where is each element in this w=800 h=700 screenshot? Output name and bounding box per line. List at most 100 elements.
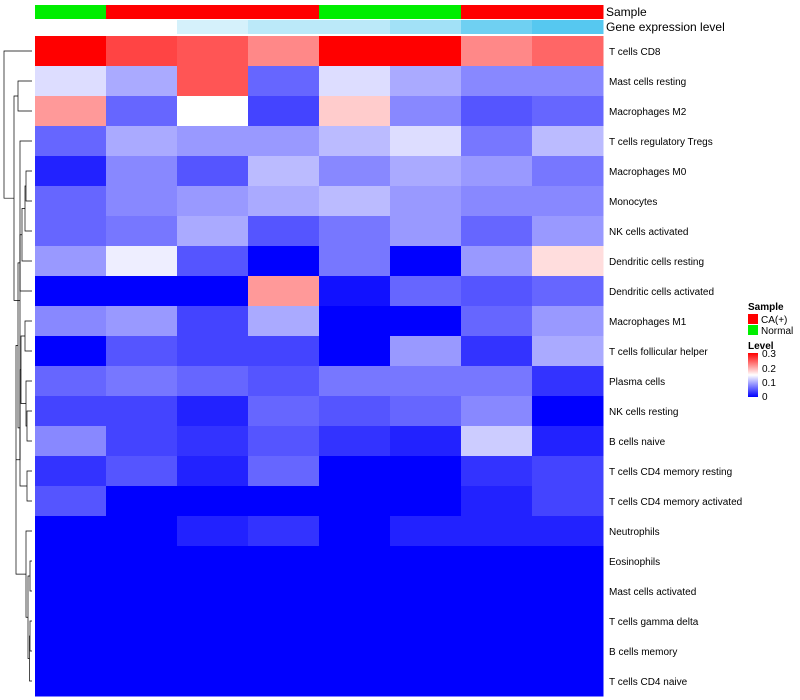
- dendrogram-link-0: [29, 560, 32, 592]
- heatmap-cell-r5-c6: [461, 186, 533, 217]
- heatmap-cell-r21-c7: [532, 666, 604, 697]
- heatmap-cell-r18-c2: [177, 576, 249, 607]
- heatmap-cell-r12-c3: [248, 396, 320, 427]
- dendrogram-link-4: [25, 530, 32, 618]
- heatmap-cell-r13-c1: [106, 426, 178, 457]
- heatmap-cell-r17-c6: [461, 546, 533, 577]
- heatmap-cell-r13-c5: [390, 426, 462, 457]
- gene-level-cell-7: [532, 20, 604, 34]
- row-label-16: Neutrophils: [609, 527, 660, 538]
- heatmap-cell-r3-c5: [390, 126, 462, 157]
- row-label-10: T cells follicular helper: [609, 347, 708, 358]
- heatmap-cell-r6-c0: [35, 216, 107, 247]
- heatmap-cell-r11-c6: [461, 366, 533, 397]
- sample-cell-4: [319, 5, 391, 19]
- legend-swatch-normal: [748, 325, 758, 335]
- heatmap-cell-r5-c7: [532, 186, 604, 217]
- heatmap-cell-r2-c4: [319, 96, 391, 127]
- heatmap-cell-r10-c4: [319, 336, 391, 367]
- heatmap-cell-r0-c6: [461, 36, 533, 67]
- heatmap-cell-r10-c2: [177, 336, 249, 367]
- row-label-5: Monocytes: [609, 197, 657, 208]
- heatmap-cell-r2-c2: [177, 96, 249, 127]
- dendrogram-link-5: [26, 470, 32, 502]
- row-labels: T cells CD8 Mast cells resting Macrophages…: [609, 47, 742, 688]
- gene-level-cell-4: [319, 20, 391, 34]
- heatmap-cell-r10-c7: [532, 336, 604, 367]
- heatmap-cell-r18-c3: [248, 576, 320, 607]
- heatmap-cell-r12-c6: [461, 396, 533, 427]
- heatmap-cell-r17-c1: [106, 546, 178, 577]
- heatmap-cell-r12-c4: [319, 396, 391, 427]
- heatmap-cell-r1-c1: [106, 66, 178, 97]
- heatmap-cell-r15-c4: [319, 486, 391, 517]
- gene-level-cell-0: [35, 20, 107, 34]
- heatmap-cell-r6-c5: [390, 216, 462, 247]
- legend-label-ca: CA(+): [761, 315, 787, 326]
- heatmap-cell-r16-c1: [106, 516, 178, 547]
- heatmap-cell-r17-c2: [177, 546, 249, 577]
- heatmap-cell-r3-c4: [319, 126, 391, 157]
- level-tick-0-2: 0.2: [762, 364, 776, 375]
- heatmap-cell-r8-c6: [461, 276, 533, 307]
- heatmap-cell-r7-c7: [532, 246, 604, 277]
- heatmap-cell-r9-c5: [390, 306, 462, 337]
- heatmap-cell-r9-c0: [35, 306, 107, 337]
- heatmap-cell-r6-c6: [461, 216, 533, 247]
- heatmap-cell-r0-c5: [390, 36, 462, 67]
- heatmap-cell-r4-c7: [532, 156, 604, 187]
- heatmap-cell-r2-c7: [532, 96, 604, 127]
- heatmap-cell-r15-c1: [106, 486, 178, 517]
- row-dendrogram: [3, 50, 32, 682]
- heatmap-cell-r19-c2: [177, 606, 249, 637]
- heatmap-cell-r11-c0: [35, 366, 107, 397]
- level-tick-0: 0: [762, 392, 768, 403]
- heatmap-cell-r15-c3: [248, 486, 320, 517]
- heatmap-cell-r0-c2: [177, 36, 249, 67]
- heatmap-cell-r3-c3: [248, 126, 320, 157]
- heatmap-cells: [35, 36, 604, 697]
- heatmap-cell-r10-c1: [106, 336, 178, 367]
- heatmap-cell-r21-c1: [106, 666, 178, 697]
- heatmap-cell-r5-c1: [106, 186, 178, 217]
- heatmap-cell-r4-c5: [390, 156, 462, 187]
- sample-legend-title: Sample: [748, 302, 784, 313]
- dendrogram-link-18: [17, 80, 32, 112]
- sample-cell-6: [461, 5, 533, 19]
- level-tick-0-1: 0.1: [762, 378, 776, 389]
- heatmap-cell-r20-c5: [390, 636, 462, 667]
- heatmap-cell-r5-c0: [35, 186, 107, 217]
- heatmap-cell-r21-c6: [461, 666, 533, 697]
- heatmap-cell-r14-c1: [106, 456, 178, 487]
- heatmap-cell-r18-c1: [106, 576, 178, 607]
- heatmap-cell-r13-c4: [319, 426, 391, 457]
- row-label-8: Dendritic cells activated: [609, 287, 714, 298]
- heatmap-cell-r6-c3: [248, 216, 320, 247]
- heatmap-cell-r20-c2: [177, 636, 249, 667]
- heatmap-cell-r19-c6: [461, 606, 533, 637]
- heatmap-cell-r14-c2: [177, 456, 249, 487]
- gene-level-cell-1: [106, 20, 178, 34]
- heatmap-cell-r18-c6: [461, 576, 533, 607]
- heatmap-cell-r2-c0: [35, 96, 107, 127]
- dendrogram-link-8: [24, 320, 32, 352]
- heatmap-cell-r6-c7: [532, 216, 604, 247]
- heatmap-cell-r15-c0: [35, 486, 107, 517]
- heatmap-cell-r16-c4: [319, 516, 391, 547]
- heatmap-cell-r12-c2: [177, 396, 249, 427]
- heatmap-cell-r6-c1: [106, 216, 178, 247]
- heatmap-cell-r0-c0: [35, 36, 107, 67]
- dendrogram-link-20: [3, 50, 32, 199]
- row-label-12: NK cells resting: [609, 407, 678, 418]
- heatmap-cell-r6-c4: [319, 216, 391, 247]
- heatmap-cell-r12-c5: [390, 396, 462, 427]
- heatmap-cell-r8-c5: [390, 276, 462, 307]
- sample-track-label: Sample: [606, 5, 647, 19]
- heatmap-cell-r3-c2: [177, 126, 249, 157]
- heatmap-cell-r9-c2: [177, 306, 249, 337]
- heatmap-cell-r7-c4: [319, 246, 391, 277]
- heatmap-cell-r17-c0: [35, 546, 107, 577]
- heatmap-cell-r15-c2: [177, 486, 249, 517]
- heatmap-cell-r4-c0: [35, 156, 107, 187]
